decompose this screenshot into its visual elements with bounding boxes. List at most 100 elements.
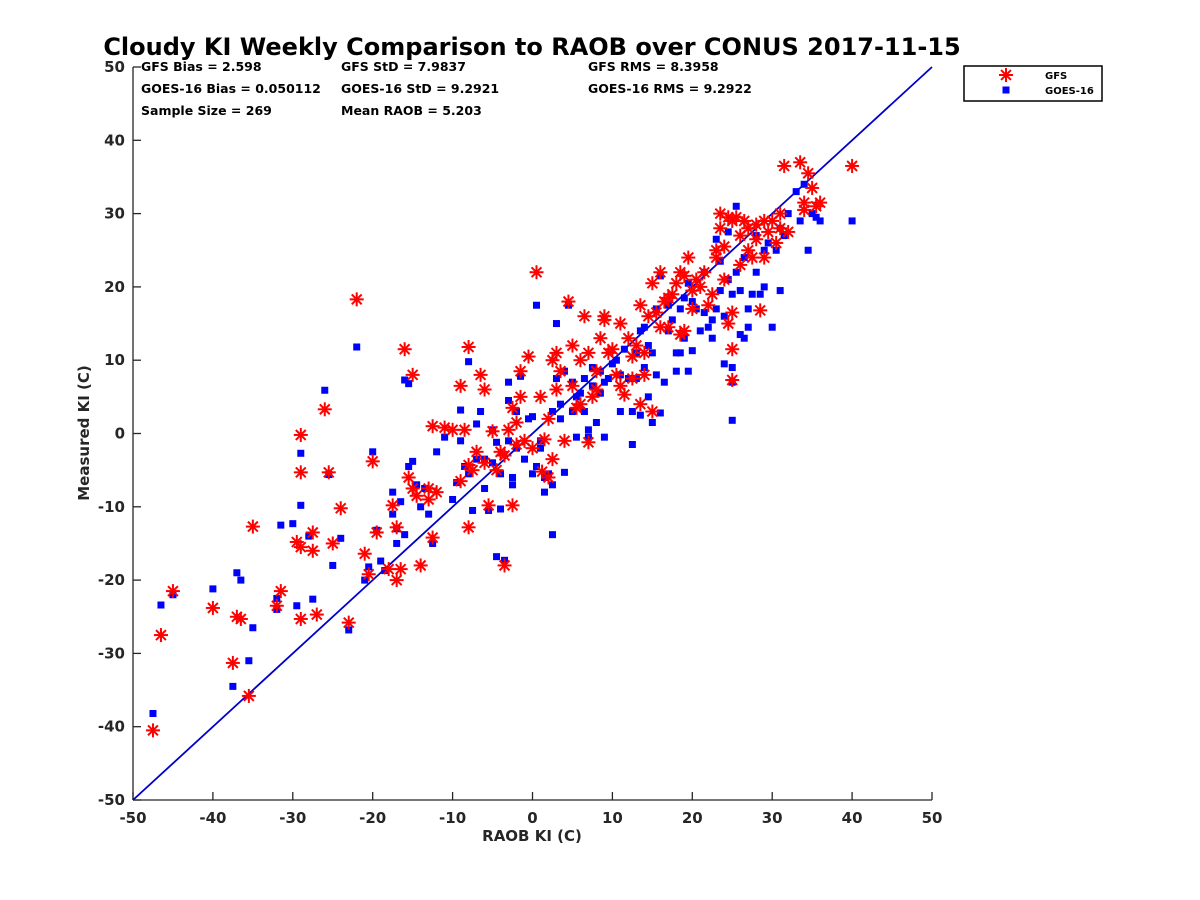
gfs-point: [705, 287, 720, 302]
gfs-point: [477, 382, 492, 397]
gfs-point: [593, 331, 608, 346]
stats-block: GFS Bias = 2.598 GFS StD = 7.9837 GFS RM…: [141, 59, 752, 118]
goes16-point: [728, 416, 736, 424]
goes16-point: [425, 510, 433, 518]
y-tick-label: 10: [104, 351, 125, 369]
goes16-point: [848, 217, 856, 225]
gfs-point: [589, 364, 604, 379]
gfs-point: [273, 584, 288, 599]
goes16-point: [509, 481, 517, 489]
goes16-point: [505, 437, 513, 445]
goes16-point: [433, 448, 441, 456]
y-tick-label: -20: [98, 571, 125, 589]
gfs-point: [429, 485, 444, 500]
goes16-point: [233, 569, 241, 577]
goes16-point: [680, 294, 688, 302]
goes16-point: [660, 378, 668, 386]
gfs-point: [665, 287, 680, 302]
gfs-point: [309, 607, 324, 622]
gfs-point: [781, 224, 796, 239]
gfs-point: [553, 364, 568, 379]
goes16-point: [736, 287, 744, 295]
goes16-point: [608, 360, 616, 368]
goes16-point: [592, 419, 600, 427]
y-tick-label: 0: [115, 425, 125, 443]
gfs-point: [469, 444, 484, 459]
goes16-point: [644, 342, 652, 350]
goes16-point: [636, 327, 644, 335]
gfs-point: [245, 519, 260, 534]
goes16-point: [405, 462, 413, 470]
stat-sample-size: Sample Size = 269: [141, 103, 272, 118]
goes16-point: [521, 455, 529, 463]
goes16-point: [321, 386, 329, 394]
goes16-point: [684, 367, 692, 375]
goes16-point: [636, 411, 644, 419]
goes16-point: [688, 298, 696, 306]
y-tick-label: -40: [98, 718, 125, 736]
goes16-point: [365, 563, 373, 571]
goes16-point: [552, 375, 560, 383]
y-tick-label: -10: [98, 498, 125, 516]
goes16-point: [297, 501, 305, 509]
gfs-point: [225, 655, 240, 670]
goes16-point: [453, 479, 461, 487]
gfs-point: [305, 525, 320, 540]
goes16-point: [309, 595, 317, 603]
gfs-point: [333, 501, 348, 516]
goes16-point: [560, 468, 568, 476]
goes16-point: [572, 393, 580, 401]
gfs-point: [509, 415, 524, 430]
gfs-point: [557, 433, 572, 448]
goes16-point: [529, 470, 536, 478]
gfs-point: [393, 562, 408, 577]
goes16-point: [756, 290, 764, 298]
gfs-point: [533, 389, 548, 404]
gfs-point: [293, 611, 308, 626]
gfs-point: [385, 498, 400, 513]
gfs-point: [565, 338, 580, 353]
gfs-point: [697, 265, 712, 280]
x-tick-label: 50: [922, 809, 943, 827]
gfs-point: [637, 345, 652, 360]
gfs-point: [573, 397, 588, 412]
gfs-point: [293, 465, 308, 480]
gfs-point: [725, 372, 740, 387]
goes16-point: [644, 393, 652, 401]
goes16-point: [648, 419, 656, 427]
gfs-point: [405, 367, 420, 382]
goes16-point: [525, 415, 533, 423]
goes16-point: [704, 323, 712, 331]
legend-marker-goes16: [1002, 86, 1010, 94]
gfs-point: [725, 342, 740, 357]
goes16-point: [552, 320, 560, 328]
gfs-point: [649, 305, 664, 320]
goes16-point: [489, 459, 497, 467]
x-tick-label: -50: [119, 809, 146, 827]
gfs-point: [497, 558, 512, 573]
gfs-point: [477, 455, 492, 470]
goes16-point: [536, 437, 544, 445]
goes16-point: [816, 217, 824, 225]
goes16-point: [672, 367, 680, 375]
gfs-point: [645, 276, 660, 291]
goes16-point: [804, 246, 812, 254]
gfs-point: [793, 155, 808, 170]
gfs-point: [529, 265, 544, 280]
goes16-point: [273, 594, 281, 602]
goes16-point: [688, 347, 696, 355]
gfs-point: [341, 615, 356, 630]
gfs-point: [241, 688, 256, 703]
gfs-point: [573, 353, 588, 368]
gfs-point: [681, 250, 696, 265]
goes16-point: [612, 356, 620, 364]
goes16-point: [536, 444, 544, 452]
stat-gfs-bias: GFS Bias = 2.598: [141, 59, 262, 74]
gfs-point: [805, 180, 820, 195]
gfs-point: [437, 420, 452, 435]
goes16-point: [277, 521, 285, 529]
gfs-point: [645, 404, 660, 419]
goes16-point: [556, 400, 564, 408]
gfs-point: [505, 400, 520, 415]
goes16-point: [748, 290, 756, 298]
